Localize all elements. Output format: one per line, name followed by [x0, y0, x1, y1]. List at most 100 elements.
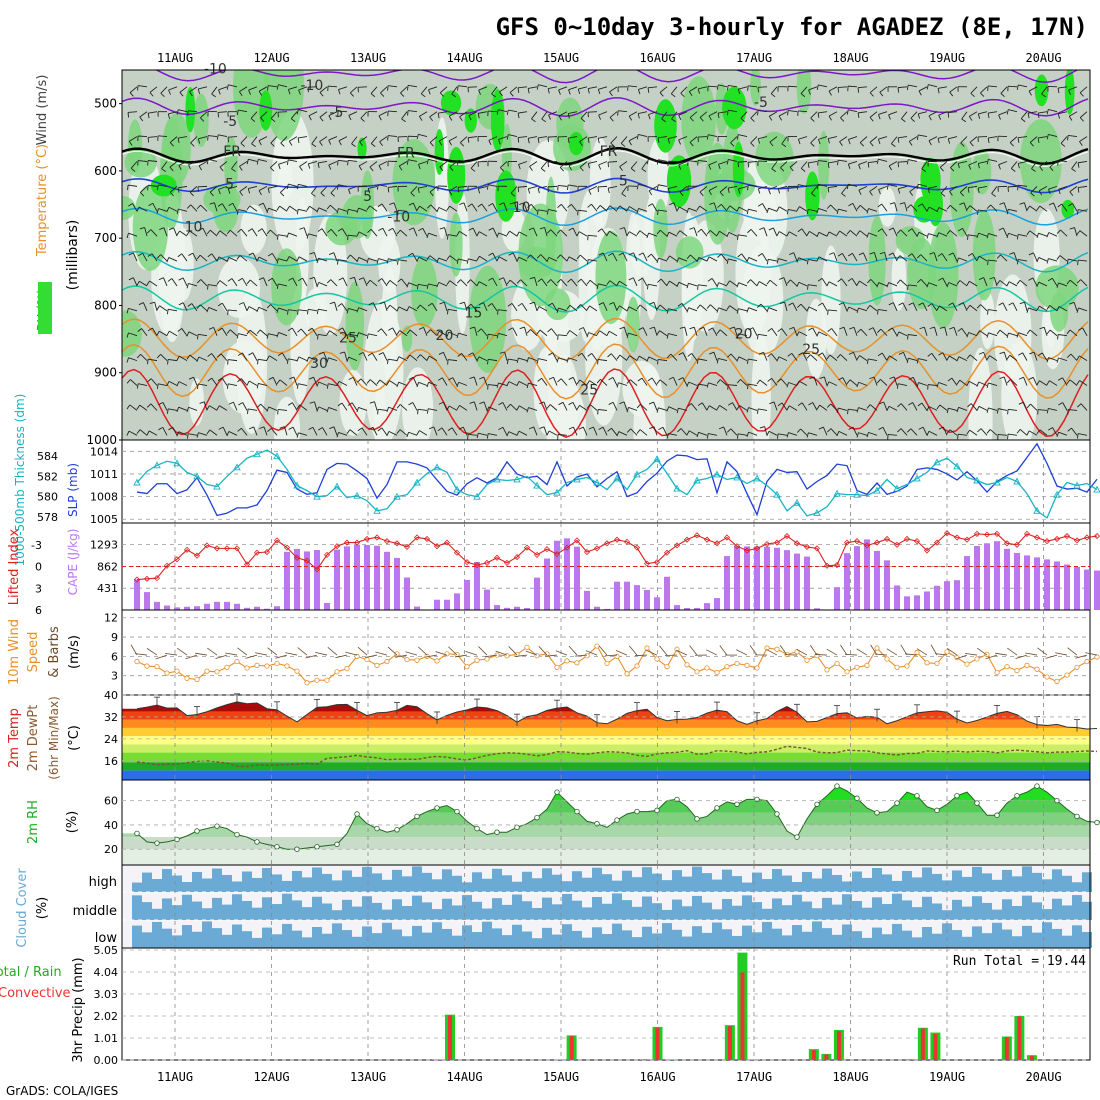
moist-region: [595, 230, 627, 325]
wind-barb-shaft: [314, 401, 318, 411]
wind-barb-shaft: [693, 227, 698, 237]
wind-barb-shaft: [641, 161, 648, 170]
wind-barb: [1067, 647, 1078, 656]
wind-barb-flag: [846, 306, 850, 312]
wind-barb-flag: [616, 305, 620, 311]
wind-barb: [995, 652, 1008, 656]
wind-barb-flag: [1076, 209, 1079, 215]
wind-barb: [515, 654, 528, 657]
wind-barb-shaft: [818, 84, 828, 88]
wind-barb-shaft: [261, 228, 268, 237]
wind-barb-shaft: [511, 303, 518, 312]
cloud-bar: [342, 870, 352, 892]
wind-barb-flag: [496, 109, 499, 115]
wind-barb-shaft: [379, 379, 388, 386]
wind-barb-flag: [769, 141, 774, 147]
wind-barb-shaft: [1038, 136, 1048, 139]
wind-barb-flag: [609, 91, 613, 97]
wind-barb-shaft: [178, 406, 188, 411]
contour-minus10: [154, 70, 1079, 84]
wind-barb-shaft: [341, 303, 348, 312]
wind-speed-marker: [894, 664, 900, 670]
wind-barb-flag: [809, 376, 815, 380]
wind-barb-shaft: [504, 351, 508, 361]
cloud-bar: [322, 903, 332, 920]
wind-barb: [375, 651, 388, 656]
wind-barb-shaft: [1069, 279, 1078, 287]
wind-barb-flag: [597, 89, 601, 95]
wind-barb-flag: [837, 252, 843, 257]
contour-minus5: [122, 97, 1089, 118]
wind-barb-shaft: [460, 279, 468, 287]
wind-barb-shaft: [888, 405, 898, 411]
wind-barb-shaft: [579, 161, 588, 168]
wind-barb-flag: [446, 280, 451, 285]
cloud-bar: [742, 895, 752, 920]
wind-barb-flag: [158, 426, 163, 431]
wind-barb-shaft: [673, 377, 678, 386]
wind-barb-flag: [827, 162, 830, 168]
wind-barb-shaft: [219, 161, 228, 168]
rh-marker: [154, 840, 160, 846]
wind-barb-shaft: [382, 227, 388, 237]
cloud-bar: [472, 872, 482, 892]
cloud-bar: [492, 928, 502, 948]
cloud-bar: [772, 869, 782, 892]
wind-barb-shaft: [818, 207, 828, 212]
wind-barb-shaft: [221, 327, 228, 336]
wind-barb-flag: [456, 382, 460, 388]
wind-barb-shaft: [931, 303, 938, 312]
wind-barb: [935, 653, 948, 656]
wind-barb-flag: [506, 431, 510, 437]
wind-barb-flag: [488, 203, 493, 207]
wind-barb: [405, 651, 418, 656]
wind-barb-flag: [406, 432, 409, 438]
rh-marker: [734, 801, 740, 807]
wind-barb: [297, 647, 308, 656]
wind-barb-flag: [746, 209, 749, 215]
wind-barb: [900, 644, 908, 656]
wind-barb-flag: [529, 166, 533, 171]
wind-barb-shaft: [838, 208, 848, 212]
wind-barb-shaft: [619, 354, 628, 361]
wind-barb-flag: [846, 230, 851, 235]
wind-barb-flag: [426, 159, 429, 165]
wind-barb-flag: [166, 257, 170, 263]
wind-barb-shaft: [949, 230, 958, 237]
wind-barb: [779, 645, 788, 656]
wind-barb-flag: [426, 255, 431, 261]
cloud-bar: [802, 901, 812, 920]
wind-barb-flag: [889, 376, 895, 380]
wind-barb-flag: [866, 305, 871, 310]
wind-barb-shaft: [678, 257, 688, 262]
wind-barb-shaft: [771, 161, 778, 170]
wind-barb-flag: [928, 115, 932, 121]
wind-barb-flag: [158, 401, 164, 406]
wind-barb-flag: [876, 159, 879, 165]
wind-barb-shaft: [912, 302, 918, 312]
wind-barb-flag: [986, 204, 991, 209]
wind-barb-flag: [468, 227, 474, 231]
wind-barb-flag: [247, 228, 253, 232]
wind-barb-shaft: [550, 229, 558, 237]
wind-barb-flag: [810, 142, 815, 147]
cloud-bar: [562, 893, 572, 920]
wind-barb-shaft: [543, 401, 548, 411]
wind-barb-flag: [1008, 302, 1014, 306]
wind-barb: [946, 648, 958, 656]
wind-barb-flag: [968, 116, 973, 121]
wind-barb-shaft: [880, 379, 888, 386]
wind-barb-flag: [697, 88, 700, 94]
wind-barb-shaft: [412, 377, 418, 386]
wind-barb-shaft: [300, 328, 308, 337]
wind-barb-shaft: [690, 254, 698, 262]
wind-barb: [237, 647, 248, 656]
wind-barb-shaft: [1037, 409, 1048, 411]
cloud-bar: [762, 879, 772, 892]
wind-barb: [965, 653, 978, 656]
wind-barb: [395, 654, 408, 658]
wind-barb-flag: [377, 278, 383, 282]
wind-barb-shaft: [249, 205, 258, 212]
wind-barb-shaft: [998, 408, 1008, 411]
wind-barb-shaft: [448, 136, 458, 142]
